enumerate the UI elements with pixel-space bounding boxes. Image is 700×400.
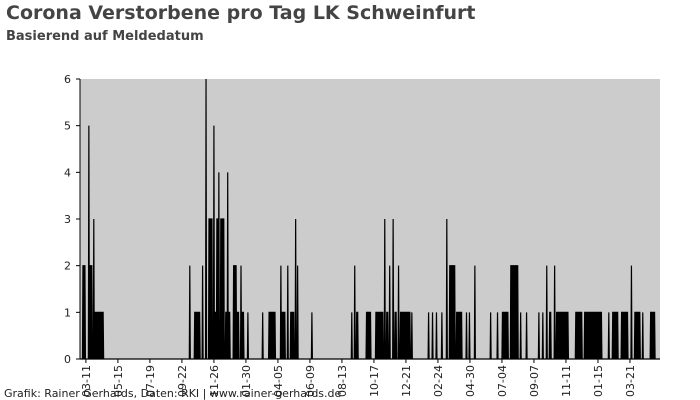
- x-tick-label: 09-07: [528, 365, 541, 397]
- y-tick-label: 4: [64, 166, 71, 179]
- y-tick-label: 5: [64, 120, 71, 133]
- x-tick-label: 03-21: [624, 365, 637, 397]
- plot-layer: 0 1 2 3 4 5 6 03-11 05-15 07-19 09-22 11-26 01-30 04-…: [64, 73, 660, 397]
- x-tick-label: 02-24: [432, 365, 445, 397]
- area: [80, 78, 660, 360]
- x-tick-label: 06-09: [304, 365, 317, 397]
- x-tick-label: 05-15: [112, 365, 125, 397]
- y-tick-label: 2: [64, 260, 71, 273]
- chart-subtitle: Basierend auf Meldedatum: [6, 29, 204, 44]
- x-tick-label: 03-11: [80, 365, 93, 397]
- y-tick-label: 1: [64, 306, 71, 319]
- x-tick-label: 04-30: [464, 365, 477, 397]
- x-tick-label: 11-11: [560, 365, 573, 397]
- x-tick-label: 01-15: [592, 365, 605, 397]
- x-tick-label: 10-17: [368, 365, 381, 397]
- y-tick-label: 3: [64, 213, 71, 226]
- x-tick-label: 11-26: [208, 365, 221, 397]
- footer: Grafik: Rainer Gerhards, Daten: RKI | ww…: [4, 387, 342, 400]
- x-tick-label: 08-13: [336, 365, 349, 397]
- x-tick-label: 04-05: [272, 365, 285, 397]
- x-tick-label: 12-21: [400, 365, 413, 397]
- x-tick-label: 07-19: [144, 365, 157, 397]
- x-tick-label: 01-30: [240, 365, 253, 397]
- x-tick-label: 07-04: [496, 365, 509, 397]
- x-tick-label: 09-22: [176, 365, 189, 397]
- y-tick-label: 0: [64, 353, 71, 366]
- y-tick-label: 6: [64, 73, 71, 86]
- chart-title: Corona Verstorbene pro Tag LK Schweinfur…: [6, 2, 475, 24]
